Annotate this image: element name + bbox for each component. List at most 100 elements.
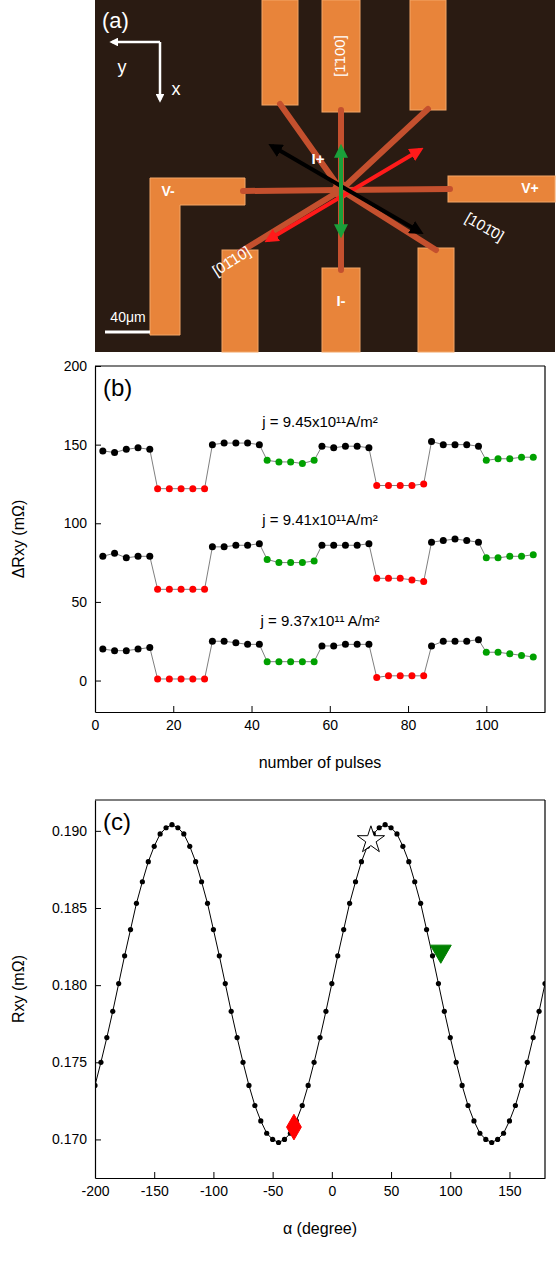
annotation: j = 9.45x10¹¹A/m² — [261, 413, 377, 430]
frame-right — [544, 366, 545, 712]
data-point — [519, 1083, 524, 1088]
data-point — [123, 647, 130, 654]
data-point — [430, 953, 435, 958]
data-point — [506, 650, 513, 657]
y-tick: 200 — [64, 358, 101, 374]
frame-right — [544, 800, 545, 1178]
data-point — [406, 859, 411, 864]
data-point — [354, 542, 361, 549]
data-point — [483, 649, 490, 656]
y-tick: 0.175 — [52, 1054, 101, 1070]
contact-pad — [322, 268, 360, 352]
data-point — [475, 539, 482, 546]
data-point — [428, 539, 435, 546]
data-point — [397, 482, 404, 489]
data-point — [287, 658, 294, 665]
data-point — [244, 440, 251, 447]
data-point — [299, 460, 306, 467]
x-tick: 150 — [498, 1172, 522, 1199]
data-point — [530, 454, 537, 461]
annotation: j = 9.37x10¹¹ A/m² — [260, 612, 380, 629]
substrate — [95, 0, 555, 352]
data-point — [311, 658, 318, 665]
data-point — [154, 485, 161, 492]
x-tick-label: 40 — [244, 717, 260, 733]
series-line — [103, 640, 533, 679]
data-point — [318, 443, 325, 450]
data-point — [440, 441, 447, 448]
data-point — [471, 1118, 476, 1123]
y-tick: 50 — [71, 594, 101, 610]
data-point — [146, 859, 151, 864]
hall-bar-arm — [341, 190, 436, 250]
data-point — [420, 480, 427, 487]
x-tick: 80 — [401, 706, 417, 733]
contact-pad — [322, 0, 360, 112]
data-point — [146, 446, 153, 453]
data-point — [365, 641, 372, 648]
y-tick: 150 — [64, 437, 101, 453]
plot-marks — [95, 822, 545, 1145]
y-tick: 100 — [64, 515, 101, 531]
data-point — [373, 482, 380, 489]
data-point — [347, 901, 352, 906]
data-point — [452, 638, 459, 645]
x-tick-mark — [408, 706, 409, 712]
data-point — [146, 644, 153, 651]
data-point — [342, 542, 349, 549]
y-tick-label: 200 — [64, 358, 88, 374]
x-tick-label: 50 — [384, 1183, 400, 1199]
data-point — [246, 1083, 251, 1088]
data-point — [341, 927, 346, 932]
x-tick-mark — [154, 1172, 155, 1178]
data-point — [385, 672, 392, 679]
data-point — [463, 537, 470, 544]
data-point — [483, 457, 490, 464]
data-point — [495, 554, 502, 561]
data-point — [365, 444, 372, 451]
y-tick-label: 0 — [79, 673, 87, 689]
data-point — [430, 945, 451, 963]
data-point — [448, 1035, 453, 1040]
y-tick-label: 0.175 — [52, 1054, 87, 1070]
y-tick-mark — [95, 366, 101, 367]
data-point — [189, 675, 196, 682]
data-point — [477, 1131, 482, 1136]
panel-label: (a) — [102, 8, 129, 33]
data-point — [311, 558, 318, 565]
x-tick-label: 20 — [166, 717, 182, 733]
data-point — [275, 458, 282, 465]
plot-marks — [99, 438, 536, 682]
y-axis-title: ΔRxy (mΩ) — [10, 500, 27, 579]
data-point — [223, 981, 228, 986]
data-point — [282, 1137, 287, 1142]
y-tick-label: 0.190 — [52, 823, 87, 839]
data-point — [287, 1114, 302, 1140]
data-point — [189, 485, 196, 492]
data-point — [452, 441, 459, 448]
data-point — [357, 826, 384, 852]
data-point — [323, 1009, 328, 1014]
scale-bar — [105, 331, 150, 334]
data-point — [256, 540, 263, 547]
data-point — [518, 652, 525, 659]
data-point — [140, 879, 145, 884]
data-point — [436, 981, 441, 986]
data-point — [373, 575, 380, 582]
data-point — [264, 1131, 269, 1136]
x-tick-label: -100 — [200, 1183, 228, 1199]
axis-label: x — [172, 79, 181, 99]
data-point — [135, 444, 142, 451]
data-point — [454, 1060, 459, 1065]
data-point — [175, 825, 180, 830]
data-point — [123, 446, 130, 453]
current-arrow — [339, 148, 343, 234]
y-tick-mark — [95, 908, 101, 909]
y-axis-title: Rxy (mΩ) — [10, 955, 27, 1023]
data-point — [111, 550, 118, 557]
data-point — [385, 482, 392, 489]
x-tick-label: -50 — [263, 1183, 283, 1199]
hall-bar-arm — [280, 104, 341, 190]
y-tick-label: 100 — [64, 515, 88, 531]
data-point — [209, 638, 216, 645]
